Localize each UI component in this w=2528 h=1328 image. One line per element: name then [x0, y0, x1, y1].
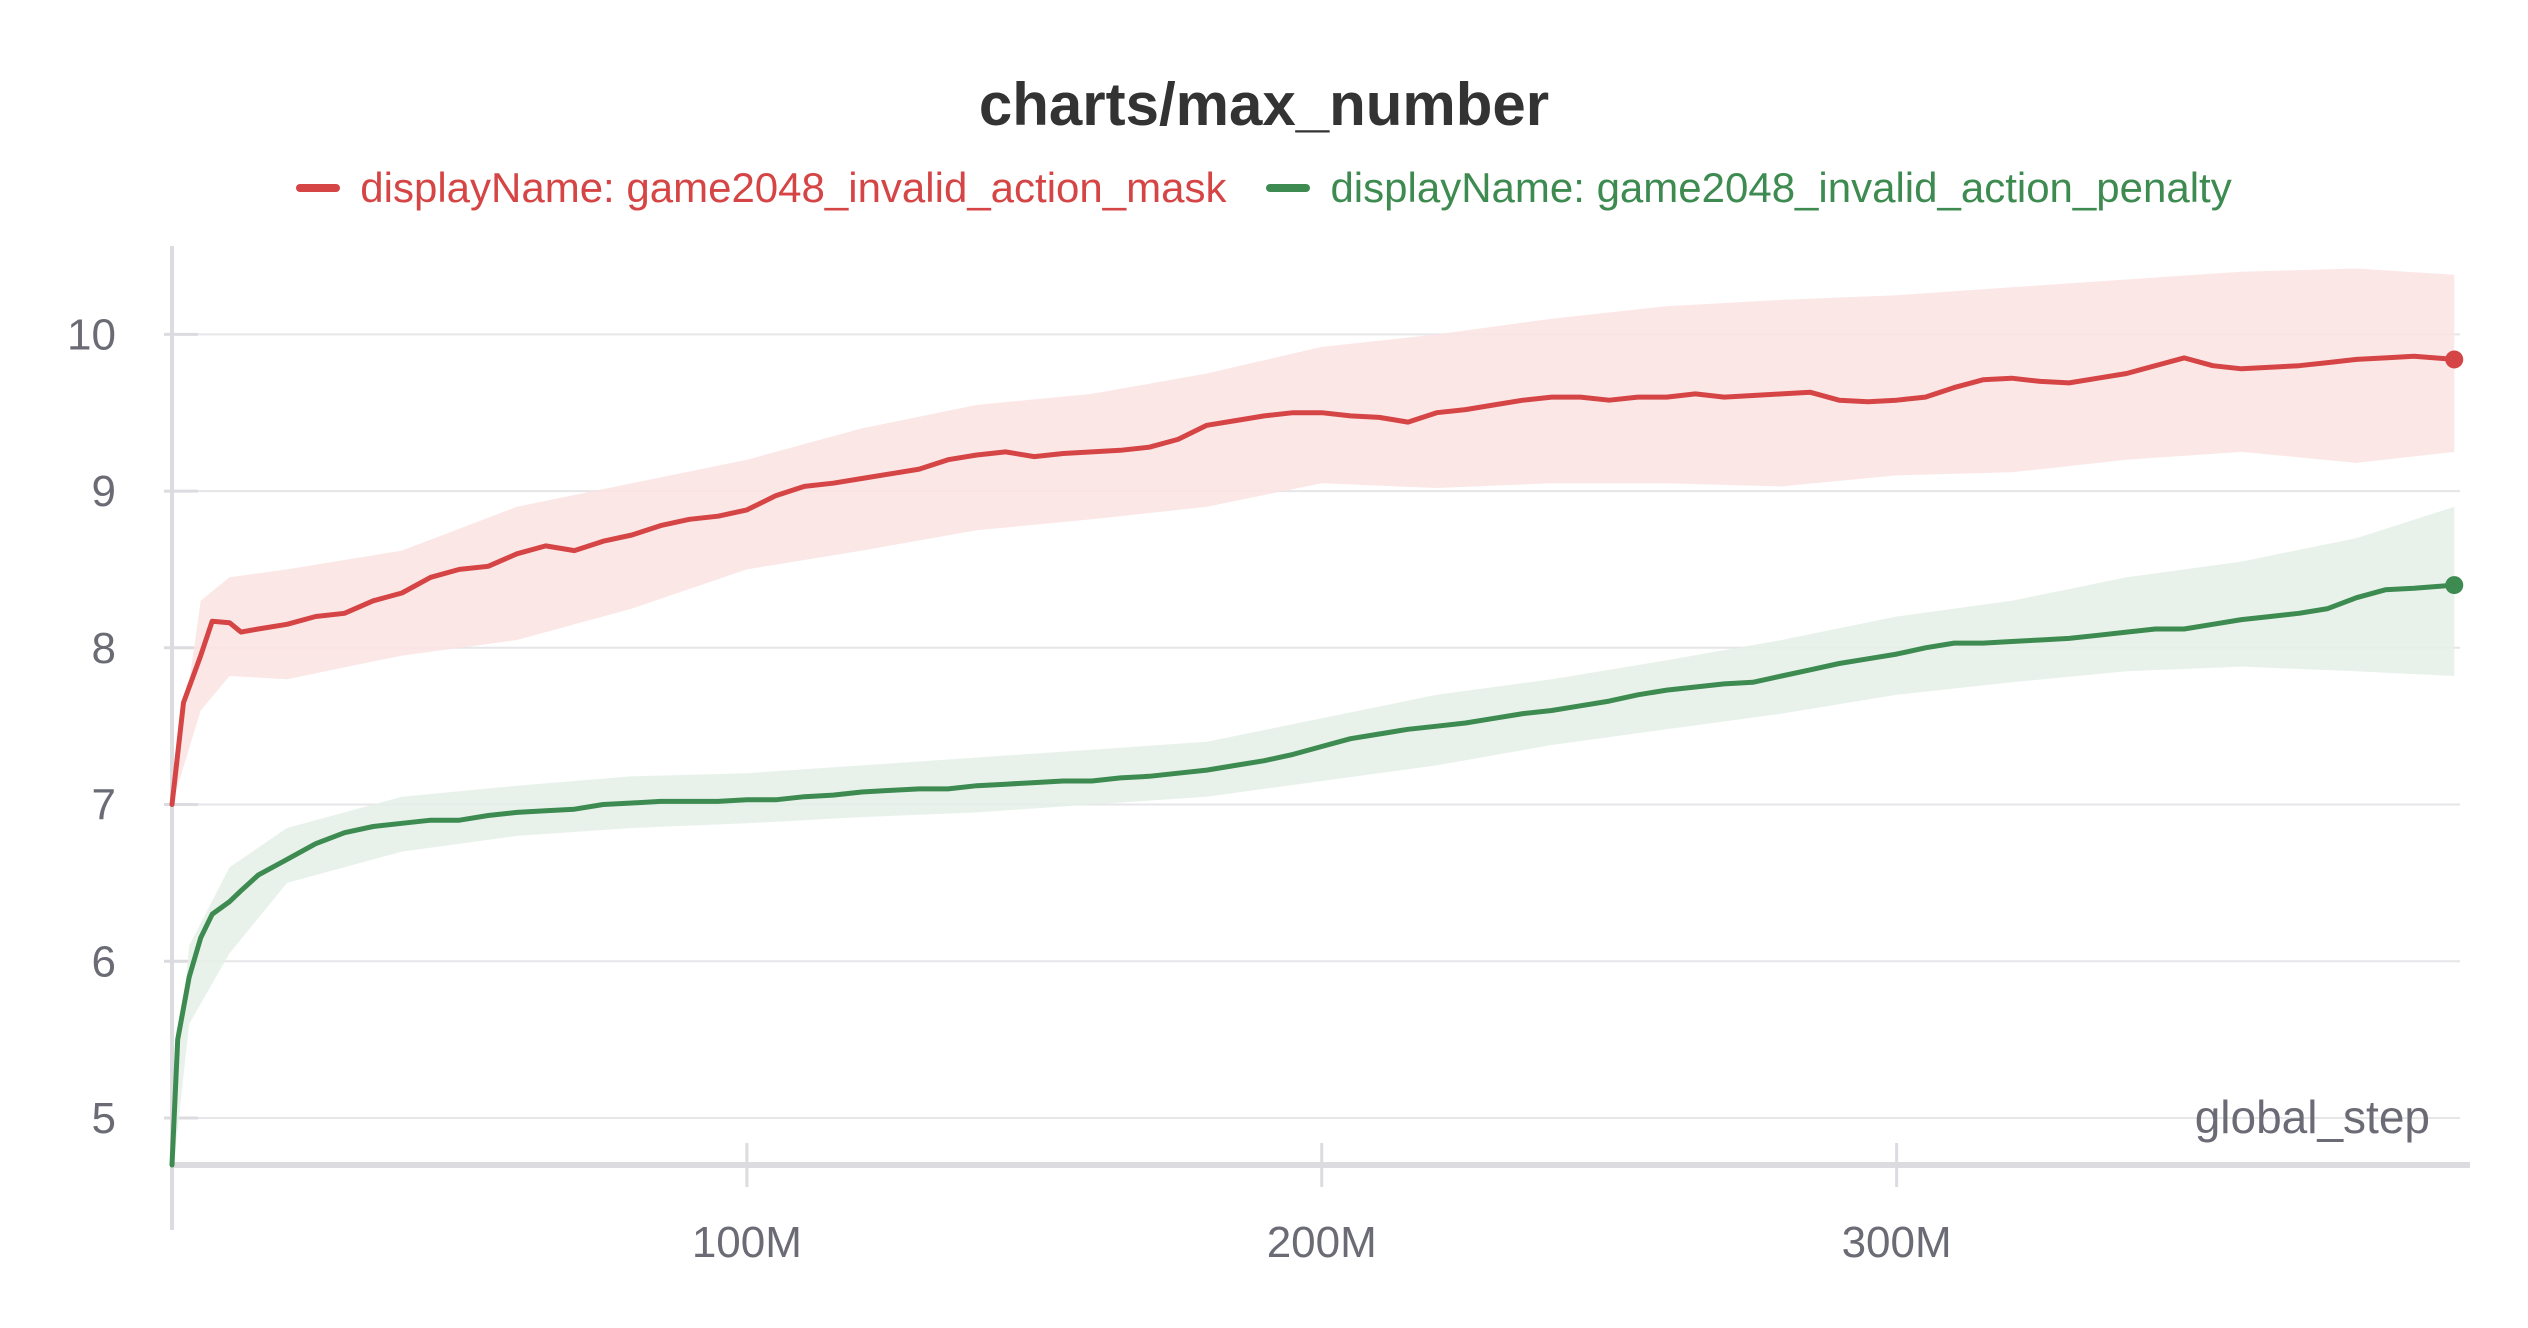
y-tick-label: 6: [92, 937, 116, 986]
y-tick-label: 5: [92, 1094, 116, 1143]
band-penalty: [172, 506, 2455, 1181]
x-tick-label: 100M: [692, 1218, 802, 1267]
legend-label-penalty: displayName: game2048_invalid_action_pen…: [1330, 164, 2232, 211]
y-tick-label: 8: [92, 624, 116, 673]
series-end-point-mask: [2445, 350, 2464, 369]
series-line-penalty: [169, 582, 2457, 1168]
x-tick-label: 300M: [1842, 1218, 1952, 1267]
chart-legend: displayName: game2048_invalid_action_mas…: [0, 164, 2528, 212]
legend-item-mask[interactable]: displayName: game2048_invalid_action_mas…: [296, 164, 1226, 212]
legend-item-penalty[interactable]: displayName: game2048_invalid_action_pen…: [1266, 164, 2232, 212]
series-line-mask: [169, 353, 2457, 807]
x-axis-title: global_step: [2195, 1091, 2430, 1143]
y-tick-label: 9: [92, 467, 116, 516]
series-end-point-penalty: [2445, 576, 2464, 595]
x-tick-label: 200M: [1267, 1218, 1377, 1267]
y-tick-label: 7: [92, 781, 116, 830]
legend-swatch-mask: [296, 184, 341, 192]
legend-swatch-penalty: [1266, 184, 1311, 192]
chart-title: charts/max_number: [978, 71, 1550, 138]
y-tick-label: 10: [67, 310, 116, 359]
legend-label-mask: displayName: game2048_invalid_action_mas…: [360, 164, 1227, 211]
